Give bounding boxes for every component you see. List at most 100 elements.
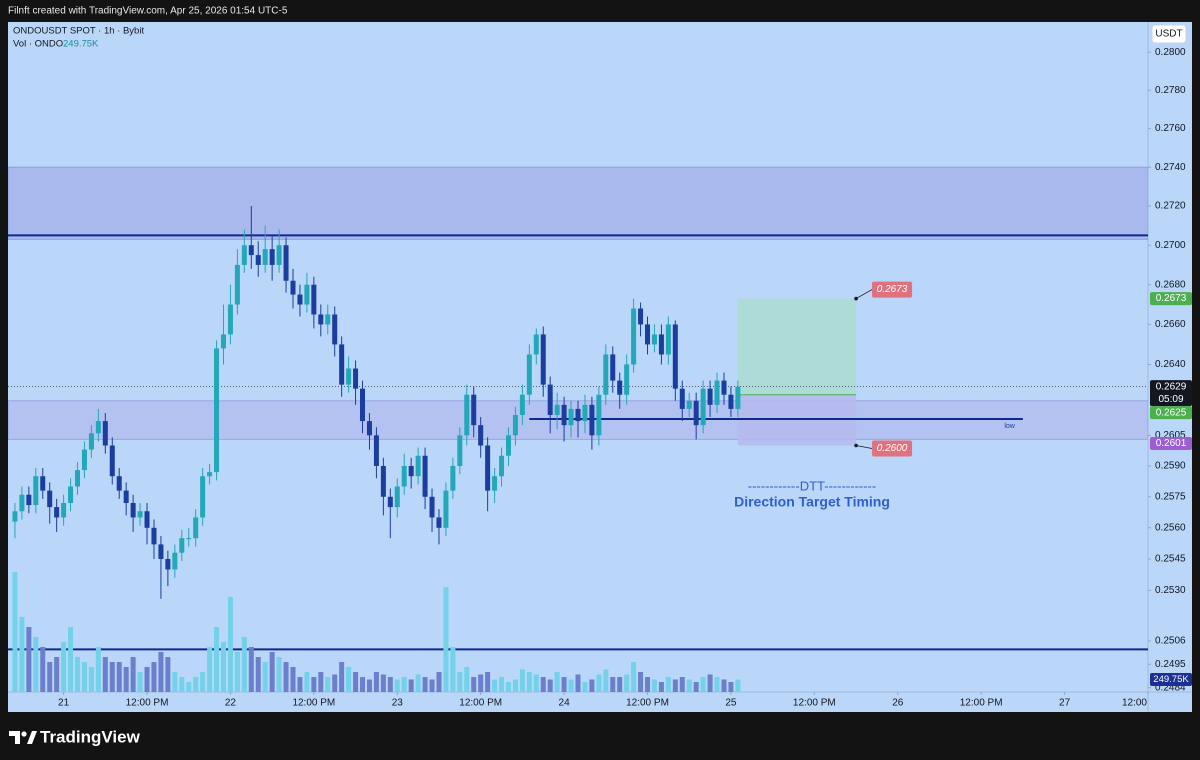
volume-bar bbox=[721, 679, 727, 692]
candle-body bbox=[651, 334, 657, 345]
y-tick-label: 0.2800 bbox=[1155, 47, 1186, 58]
candle-body bbox=[165, 558, 171, 570]
volume-bar bbox=[568, 679, 574, 692]
y-tick-label: 0.2560 bbox=[1155, 522, 1186, 533]
candle-body bbox=[19, 494, 25, 512]
volume-bar bbox=[700, 677, 706, 692]
plot bbox=[8, 166, 1148, 692]
volume-bar bbox=[651, 679, 657, 692]
candle-body bbox=[464, 394, 470, 436]
candle-body bbox=[624, 364, 630, 395]
x-tick-label: 22 bbox=[225, 698, 237, 709]
candle-body bbox=[346, 368, 352, 385]
volume-bar bbox=[241, 637, 247, 692]
candle-body bbox=[387, 496, 393, 508]
candle-body bbox=[269, 249, 275, 265]
candle-body bbox=[373, 435, 379, 466]
volume-bar bbox=[735, 679, 741, 692]
volume-legend-value: 249.75K bbox=[63, 39, 99, 50]
candle-body bbox=[492, 476, 498, 491]
candle-body bbox=[728, 394, 734, 409]
x-tick-label: 23 bbox=[392, 698, 404, 709]
currency-box[interactable] bbox=[1151, 24, 1187, 44]
candle-body bbox=[721, 380, 727, 395]
candle-body bbox=[262, 249, 268, 265]
volume-bar bbox=[137, 672, 143, 692]
x-tick-label: 21 bbox=[58, 698, 70, 709]
candle-body bbox=[33, 476, 39, 506]
volume-bar bbox=[617, 677, 623, 692]
header-text: Filnft created with TradingView.com, Apr… bbox=[8, 6, 288, 17]
volume-bar bbox=[631, 662, 637, 692]
y-tick-label: 0.2575 bbox=[1155, 491, 1186, 502]
volume-bar bbox=[290, 667, 296, 692]
candle-body bbox=[200, 476, 206, 518]
candle-body bbox=[686, 400, 692, 409]
volume-bar bbox=[429, 679, 435, 692]
candle-body bbox=[533, 334, 539, 355]
y-tick-label: 0.2760 bbox=[1155, 123, 1186, 134]
candle-body bbox=[68, 486, 74, 503]
candle-body bbox=[234, 264, 240, 305]
candle-body bbox=[109, 445, 115, 477]
volume-bar bbox=[158, 652, 164, 692]
volume-bar bbox=[102, 657, 108, 692]
candle-body bbox=[276, 245, 282, 265]
volume-bar bbox=[276, 657, 282, 692]
volume-bar bbox=[457, 672, 463, 692]
position-connector bbox=[855, 289, 873, 299]
volume-bar bbox=[353, 672, 359, 692]
candle-body bbox=[318, 314, 324, 325]
candle-body bbox=[457, 435, 463, 466]
volume-bar bbox=[54, 657, 60, 692]
volume-bar bbox=[255, 657, 261, 692]
volume-bar bbox=[95, 647, 101, 692]
volume-bar bbox=[179, 677, 185, 692]
candle-body bbox=[137, 511, 143, 518]
candle-body bbox=[700, 388, 706, 426]
volume-bar bbox=[68, 627, 74, 692]
position-label: 0.2600 bbox=[877, 443, 908, 454]
plot-background bbox=[8, 22, 1192, 712]
volume-bar bbox=[603, 669, 609, 692]
candle-body bbox=[478, 425, 484, 446]
volume-bar bbox=[207, 647, 213, 692]
candle-body bbox=[255, 255, 261, 265]
volume-bar bbox=[728, 682, 734, 692]
volume-bar bbox=[360, 677, 366, 692]
volume-bar bbox=[33, 637, 39, 692]
candle-body bbox=[519, 394, 525, 415]
volume-bar bbox=[526, 672, 532, 692]
candle-body bbox=[526, 354, 532, 395]
candle-body bbox=[443, 490, 449, 528]
volume-bar bbox=[512, 679, 518, 692]
volume-bar bbox=[116, 662, 122, 692]
y-tick-label: 0.2530 bbox=[1155, 585, 1186, 596]
volume-bar bbox=[366, 679, 372, 692]
candle-body bbox=[130, 502, 136, 518]
candle-body bbox=[596, 394, 602, 436]
volume-bar bbox=[165, 657, 171, 692]
position-label-box bbox=[872, 281, 913, 298]
candle-body bbox=[193, 517, 199, 539]
y-tick-label: 0.2506 bbox=[1155, 636, 1186, 647]
volume-bar bbox=[214, 627, 220, 692]
volume-bar bbox=[26, 627, 32, 692]
candle-body bbox=[220, 334, 226, 349]
candle-body bbox=[172, 552, 178, 570]
volume-bar bbox=[485, 672, 491, 692]
volume-bar bbox=[561, 677, 567, 692]
candle-body bbox=[380, 465, 386, 497]
candle-body bbox=[645, 324, 651, 345]
volume-bar bbox=[464, 667, 470, 692]
volume-bar bbox=[332, 674, 338, 692]
candle-body bbox=[499, 455, 505, 477]
y-tick-label: 0.2545 bbox=[1155, 554, 1186, 565]
volume-bar bbox=[186, 682, 192, 692]
candle-body bbox=[75, 470, 81, 487]
position-target-zone bbox=[737, 298, 857, 395]
candle-body bbox=[144, 511, 150, 528]
candle-body bbox=[304, 284, 310, 305]
candle-body bbox=[394, 486, 400, 508]
